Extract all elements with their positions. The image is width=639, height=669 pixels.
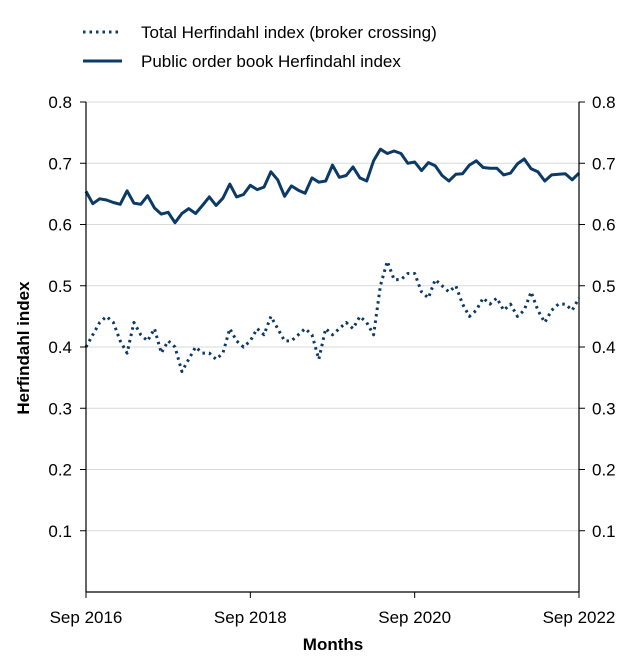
gridlines (86, 101, 579, 532)
y-tick-label-left: 0.3 (48, 399, 72, 418)
legend: Total Herfindahl index (broker crossing)… (83, 23, 437, 71)
y-tick-label-right: 0.7 (592, 154, 616, 173)
y-tick-label-left: 0.6 (48, 216, 72, 235)
series-line-public-order-book (84, 147, 581, 225)
x-tick-label: Sep 2022 (543, 608, 616, 627)
y-tick-label-left: 0.2 (48, 461, 72, 480)
axes: 0.1 0.1 0.2 0.2 0.3 0.3 0.4 0.4 0.5 0.5 0.6 0.6 0.7 0… (48, 93, 615, 627)
y-axis-title: Herfindahl index (14, 281, 33, 415)
y-tick-label-right: 0.5 (592, 277, 616, 296)
y-tick-label-right: 0.4 (592, 338, 616, 357)
legend-label-total-herfindahl: Total Herfindahl index (broker crossing) (141, 23, 437, 42)
x-axis-title: Months (303, 635, 363, 654)
y-tick-label-left: 0.5 (48, 277, 72, 296)
legend-label-public-order-book: Public order book Herfindahl index (141, 52, 401, 71)
y-tick-label-left: 0.1 (48, 522, 72, 541)
y-tick-label-right: 0.8 (592, 93, 616, 112)
series-group (84, 147, 581, 373)
x-tick-label: Sep 2018 (214, 608, 287, 627)
y-tick-label-right: 0.6 (592, 216, 616, 235)
x-tick-label: Sep 2020 (378, 608, 451, 627)
y-tick-label-left: 0.7 (48, 154, 72, 173)
y-tick-label-left: 0.8 (48, 93, 72, 112)
y-tick-label-right: 0.3 (592, 399, 616, 418)
y-tick-label-right: 0.1 (592, 522, 616, 541)
y-tick-label-right: 0.2 (592, 461, 616, 480)
series-line-total-herfindahl (84, 259, 581, 373)
x-tick-label: Sep 2016 (50, 608, 123, 627)
y-tick-label-left: 0.4 (48, 338, 72, 357)
